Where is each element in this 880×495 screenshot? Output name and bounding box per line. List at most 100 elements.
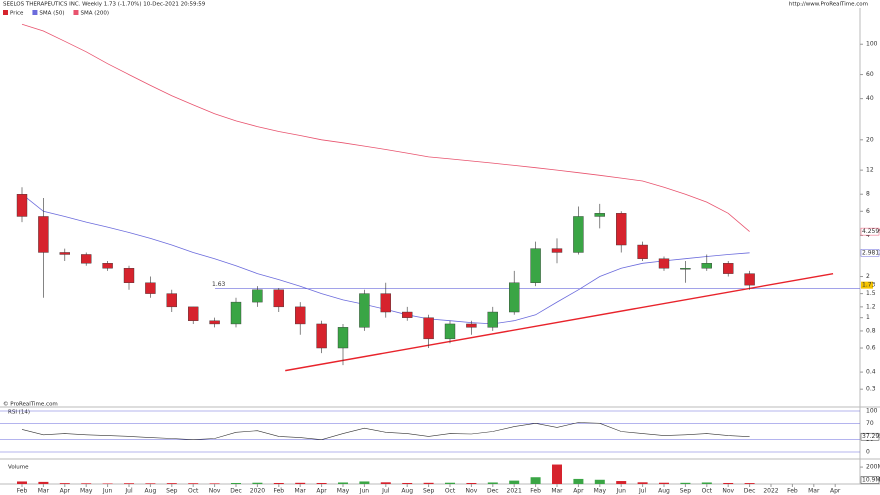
- last-value-badge-bg: [860, 249, 880, 257]
- candle-body: [316, 323, 327, 349]
- volume-bar: [680, 482, 691, 484]
- x-tick-label: 2022: [763, 488, 778, 495]
- panel-label: Volume: [8, 465, 29, 471]
- volume-bar: [723, 482, 734, 484]
- candle-body: [701, 263, 712, 269]
- x-tick-label: Nov: [466, 488, 478, 495]
- volume-bar: [252, 482, 263, 484]
- legend-swatch: [73, 10, 79, 15]
- volume-bar: [273, 482, 284, 484]
- y-tick-label: 1.2: [866, 303, 876, 310]
- candle-body: [273, 289, 284, 308]
- candle-body: [444, 323, 456, 340]
- candle-body: [423, 317, 434, 340]
- x-tick-label: Dec: [230, 488, 242, 495]
- candle-body: [573, 216, 584, 253]
- y-tick-label: 0.6: [866, 345, 876, 352]
- candle-body: [123, 268, 135, 283]
- last-value-badge-bg: [860, 227, 880, 236]
- x-tick-label: Mar: [808, 488, 820, 495]
- volume-badge: 10.9M: [862, 477, 880, 484]
- candle-body: [38, 216, 49, 253]
- y-tick-label: 8: [866, 191, 870, 198]
- x-tick-label: Aug: [145, 488, 157, 495]
- y-tick-label: 12: [866, 167, 874, 174]
- y-tick-label: 2: [866, 273, 870, 280]
- x-tick-label: Feb: [787, 488, 798, 495]
- volume-bar: [552, 464, 562, 484]
- candle-body: [230, 301, 242, 325]
- x-tick-label: Aug: [401, 488, 413, 495]
- trendline: [285, 272, 834, 372]
- y-tick-label: 20: [866, 136, 874, 143]
- rsi-line: [21, 422, 750, 441]
- volume-bar: [445, 482, 455, 484]
- candle-body: [723, 263, 734, 274]
- chart-title: SEELOS THERAPEUTICS INC. Weekly 1.73 (-1…: [3, 2, 206, 8]
- x-tick-label: Dec: [744, 488, 756, 495]
- price-badge: 1.73: [862, 282, 876, 289]
- volume-bar: [744, 483, 755, 484]
- volume-bar: [316, 482, 327, 484]
- candle-body: [637, 244, 648, 259]
- panel-label: RSI (14): [8, 410, 30, 416]
- legend-label: SMA (200): [80, 11, 109, 17]
- x-tick-label: Nov: [722, 488, 734, 495]
- candle-body: [402, 311, 413, 318]
- volume-bar: [59, 483, 70, 484]
- y-tick-label: 1: [866, 314, 870, 321]
- x-tick-label: 2021: [507, 488, 522, 495]
- volume-badge-bg: [860, 476, 880, 484]
- x-tick-label: Feb: [273, 488, 284, 495]
- volume-bar: [466, 482, 477, 484]
- volume-bar: [701, 482, 712, 484]
- y-tick-label: 1.5: [866, 290, 876, 297]
- candle-body: [594, 213, 605, 217]
- volume-bar: [295, 482, 306, 484]
- volume-bar: [17, 481, 27, 484]
- volume-bar: [659, 482, 669, 484]
- candle-body: [359, 293, 370, 328]
- candle-body: [487, 311, 498, 328]
- volume-bar: [231, 482, 241, 484]
- x-tick-label: Jun: [616, 488, 627, 495]
- candle-body: [530, 248, 541, 283]
- candle-body: [380, 293, 391, 313]
- x-tick-label: Sep: [680, 488, 692, 495]
- candle-body: [80, 254, 92, 264]
- volume-bar: [209, 483, 220, 484]
- candle-body: [166, 293, 178, 308]
- y-tick-label: 100: [866, 41, 878, 48]
- last-value-badge: 2.9812: [862, 249, 880, 256]
- candle-body: [616, 213, 627, 246]
- x-tick-label: Oct: [445, 488, 456, 495]
- y-tick-label: 200M: [866, 464, 880, 471]
- volume-bar: [124, 483, 134, 484]
- rsi-badge-bg: [860, 432, 880, 441]
- x-tick-label: Sep: [166, 488, 178, 495]
- x-tick-label: Apr: [573, 488, 584, 495]
- volume-bar: [509, 480, 520, 484]
- x-tick-label: Feb: [530, 488, 541, 495]
- volume-bar: [166, 483, 177, 484]
- price-badge-bg: [861, 281, 873, 289]
- x-tick-label: Jul: [638, 488, 647, 495]
- x-tick-label: Mar: [38, 488, 50, 495]
- candle-body: [295, 306, 306, 325]
- candle-body: [102, 263, 113, 269]
- candle-body: [145, 282, 156, 294]
- volume-bar: [487, 482, 498, 484]
- legend-swatch: [3, 10, 8, 15]
- candle-body: [252, 289, 263, 303]
- x-tick-label: May: [80, 488, 93, 495]
- y-tick-label: 60: [866, 71, 874, 78]
- y-tick-label: 0.8: [866, 327, 876, 334]
- candle-body: [209, 320, 220, 325]
- volume-bar: [616, 481, 627, 484]
- y-tick-label: 0.4: [866, 369, 876, 376]
- candle-body: [680, 268, 691, 270]
- volume-bar: [637, 482, 648, 484]
- candle-body: [509, 282, 520, 313]
- volume-bar: [573, 478, 584, 484]
